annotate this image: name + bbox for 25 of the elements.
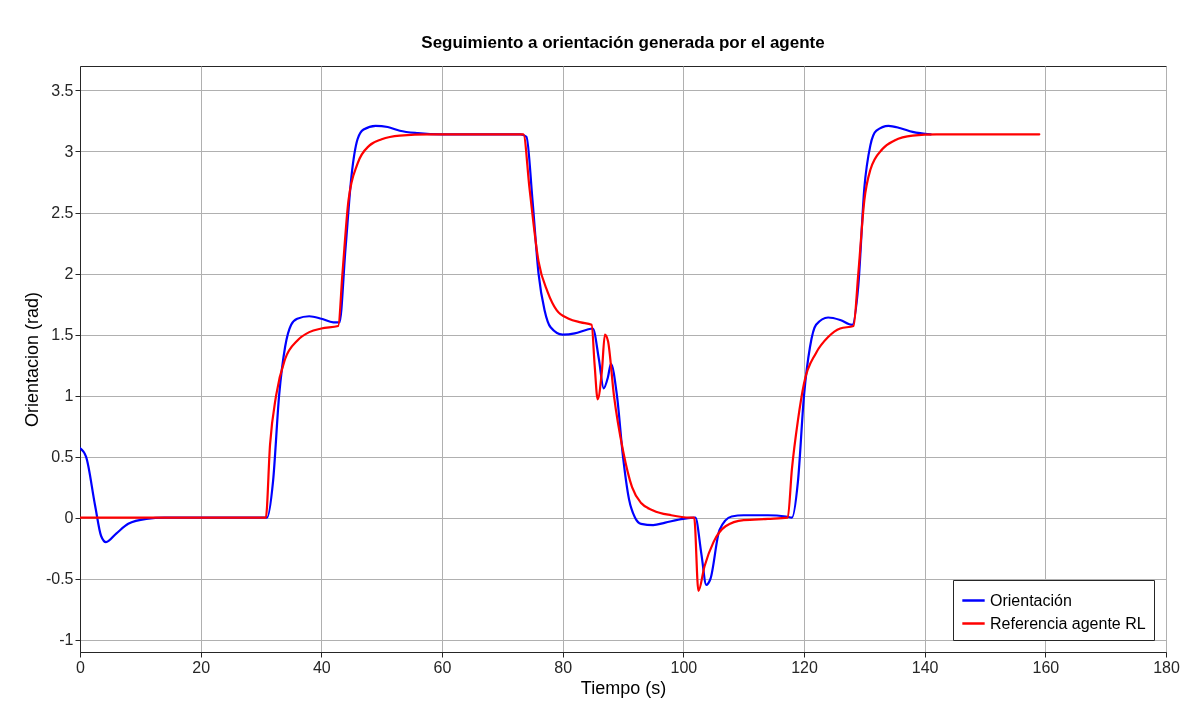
chart-title: Seguimiento a orientación generada por el agente: [421, 33, 825, 52]
y-tick-label: 0: [64, 509, 74, 527]
x-tick-label: 20: [192, 658, 211, 676]
y-axis-title: Orientacion (rad): [21, 291, 42, 428]
y-tick-label: 3.5: [51, 81, 74, 99]
x-tick-label: 80: [554, 658, 573, 676]
y-tick-label: 3: [64, 142, 74, 160]
x-tick-label: 120: [791, 658, 818, 676]
y-tick-label: -1: [59, 631, 74, 649]
y-tick-label: 2: [64, 265, 74, 283]
legend-label: Referencia agente RL: [990, 614, 1146, 632]
y-tick-label: 0.5: [51, 448, 74, 466]
x-tick-label: 40: [312, 658, 331, 676]
x-tick-label: 140: [911, 658, 939, 676]
x-tick-label: 160: [1032, 658, 1060, 676]
x-tick-label: 60: [433, 658, 452, 676]
x-tick-label: 180: [1153, 658, 1180, 676]
y-tick-label: 2.5: [51, 204, 74, 221]
x-tick-label: 100: [670, 658, 698, 676]
y-tick-label: -0.5: [45, 570, 74, 588]
legend-label: Orientación: [990, 591, 1072, 609]
y-tick-label: 1: [64, 387, 74, 405]
x-tick-label: 0: [76, 658, 86, 676]
y-tick-label: 1.5: [51, 326, 74, 344]
x-axis-title: Tiempo (s): [580, 677, 667, 698]
